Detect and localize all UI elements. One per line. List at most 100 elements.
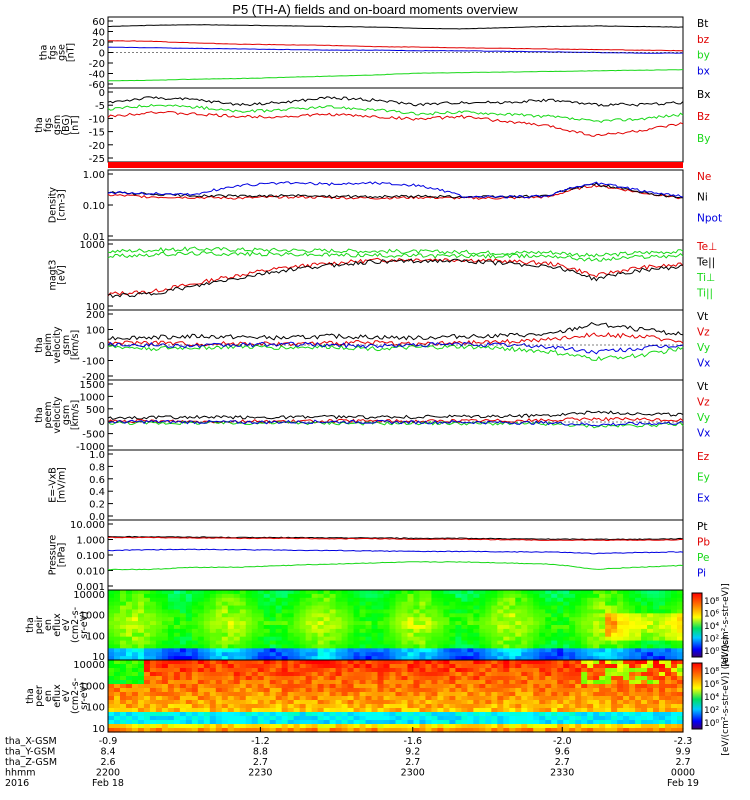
y-tick-label: -20 [89, 59, 105, 70]
heatmap-cell [581, 672, 588, 677]
heatmap-cell [461, 668, 468, 673]
heatmap-cell [515, 656, 522, 661]
heatmap-cell [227, 617, 235, 622]
heatmap-cell [563, 704, 570, 709]
heatmap-cell [395, 590, 403, 595]
heatmap-cell [341, 708, 349, 713]
heatmap-cell [197, 632, 205, 638]
heatmap-cell [377, 656, 385, 661]
heatmap-cell [108, 632, 115, 638]
heatmap-cell [437, 728, 445, 733]
heatmap-cell [497, 593, 504, 599]
heatmap-cell [467, 632, 474, 638]
heatmap-cell [419, 708, 427, 713]
y-tick-label: -60 [89, 80, 105, 91]
heatmap-cell [509, 728, 516, 733]
heatmap-cell [485, 601, 492, 607]
heatmap-cell [425, 621, 433, 626]
heatmap-cell [521, 684, 528, 689]
heatmap-cell [191, 676, 199, 681]
heatmap-cell [245, 720, 253, 725]
heatmap-cell [197, 640, 205, 646]
panel-frame [107, 519, 684, 591]
x-row-value: 2330 [550, 768, 574, 779]
heatmap-cell [641, 613, 648, 618]
heatmap-cell [191, 617, 199, 622]
heatmap-cell [455, 632, 462, 638]
heatmap-cell [347, 590, 355, 595]
heatmap-cell [108, 652, 115, 657]
heatmap-cell [515, 628, 522, 634]
heatmap-cell [539, 660, 546, 665]
heatmap-cell [287, 605, 295, 611]
heatmap-cell [233, 648, 241, 653]
heatmap-cell [125, 656, 133, 661]
heatmap-cell [329, 728, 337, 733]
heatmap-cell [371, 696, 379, 701]
heatmap-cell [347, 692, 355, 697]
heatmap-cell [245, 593, 253, 599]
heatmap-cell [413, 676, 421, 681]
heatmap-cell [491, 668, 498, 673]
heatmap-cell [383, 700, 391, 705]
heatmap-cell [449, 601, 456, 607]
heatmap-cell [323, 688, 331, 693]
legend-entry: Vy [697, 342, 710, 354]
heatmap-cell [593, 609, 600, 614]
heatmap-cell [108, 656, 115, 661]
heatmap-cell [455, 656, 462, 661]
heatmap-cell [599, 613, 606, 618]
heatmap-cell [389, 712, 397, 717]
heatmap-cell [533, 640, 540, 646]
heatmap-cell [311, 621, 319, 626]
heatmap-cell [209, 708, 217, 713]
heatmap-cell [257, 644, 265, 649]
heatmap-cell [479, 652, 486, 657]
heatmap-cell [119, 593, 127, 599]
heatmap-cell [113, 704, 121, 709]
heatmap-cell [575, 660, 582, 665]
heatmap-cell [215, 605, 223, 611]
heatmap-cell [635, 676, 642, 681]
heatmap-cell [305, 625, 313, 630]
x-row-value: 2230 [248, 768, 272, 779]
heatmap-cell [203, 688, 211, 693]
heatmap-cell [395, 605, 403, 611]
heatmap-cell [287, 728, 295, 733]
heatmap-cell [677, 621, 684, 626]
heatmap-cell [461, 664, 468, 669]
heatmap-cell [263, 704, 271, 709]
heatmap-cell [467, 712, 474, 717]
heatmap-cell [449, 590, 456, 595]
heatmap-cell [569, 700, 576, 705]
heatmap-cell [605, 593, 612, 599]
heatmap-cell [575, 708, 582, 713]
heatmap-cell [503, 644, 510, 649]
heatmap-cell [599, 688, 606, 693]
heatmap-cell [599, 704, 606, 709]
heatmap-cell [281, 724, 289, 729]
heatmap-cell [221, 632, 229, 638]
heatmap-cell [215, 720, 223, 725]
heatmap-cell [311, 609, 319, 614]
heatmap-cell [155, 632, 163, 638]
heatmap-cell [137, 728, 145, 733]
heatmap-cell [671, 609, 678, 614]
heatmap-cell [551, 708, 558, 713]
heatmap-cell [593, 720, 600, 725]
heatmap-cell [389, 664, 397, 669]
heatmap-cell [293, 625, 301, 630]
heatmap-cell [161, 664, 169, 669]
y-tick-label: 0.100 [76, 551, 105, 562]
heatmap-cell [665, 609, 672, 614]
heatmap-cell [527, 590, 534, 595]
series-line-By [107, 103, 684, 124]
heatmap-cell [587, 704, 594, 709]
heatmap-cell [299, 696, 307, 701]
heatmap-cell [167, 605, 175, 611]
panel-peem-velocity: 150010005000-500-1000thapeemvelocitygsm[… [34, 379, 710, 453]
heatmap-cell [125, 672, 133, 677]
heatmap-cell [677, 652, 684, 657]
heatmap-cell [677, 728, 684, 733]
heatmap-cell [503, 688, 510, 693]
